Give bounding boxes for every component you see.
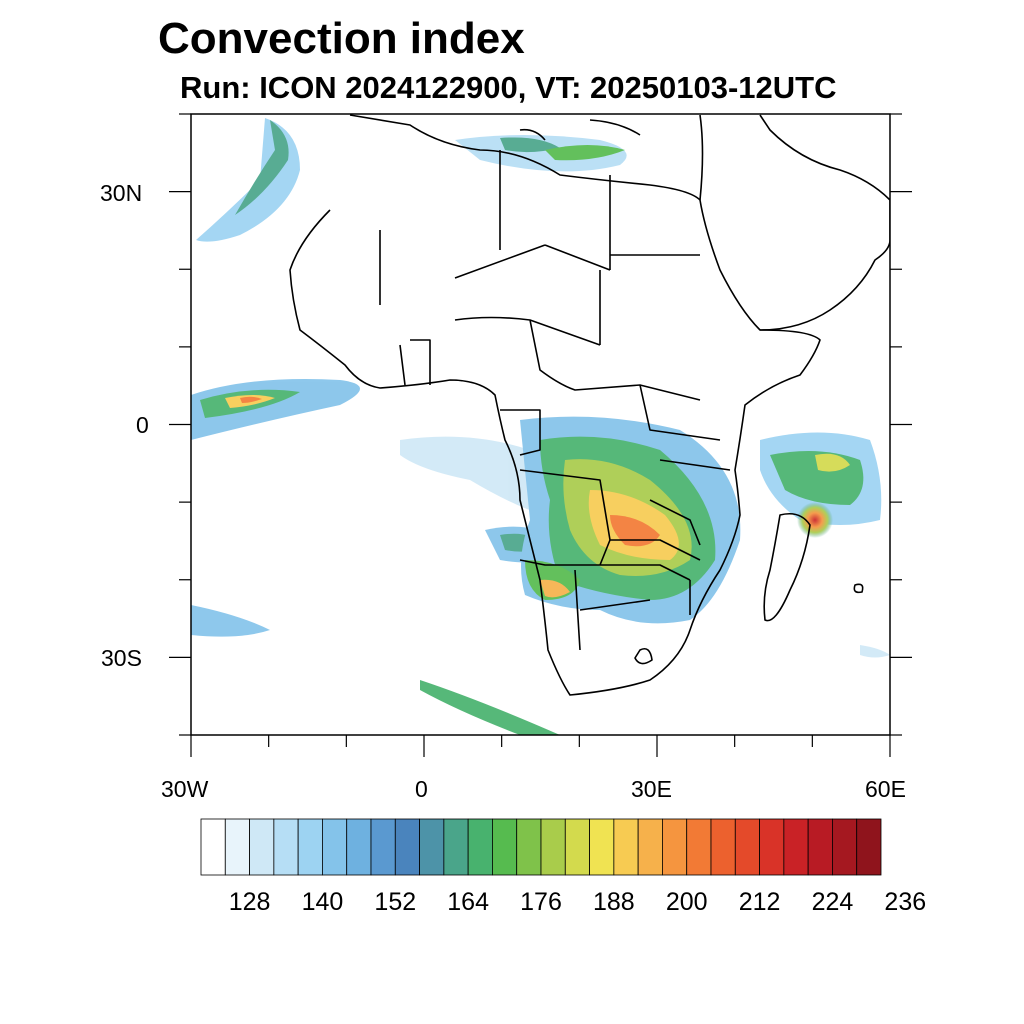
chart-subtitle: Run: ICON 2024122900, VT: 20250103-12UTC [180, 70, 837, 105]
colorbar-swatch [443, 818, 469, 876]
colorbar-tick-label: 140 [301, 888, 344, 916]
colorbar-tick-label: 236 [884, 888, 927, 916]
colorbar-swatch [370, 818, 396, 876]
colorbar-swatch [734, 818, 760, 876]
colorbar-swatch [273, 818, 299, 876]
colorbar-swatch [224, 818, 250, 876]
colorbar-swatch [540, 818, 566, 876]
colorbar-swatch [807, 818, 833, 876]
colorbar-tick-label: 164 [447, 888, 489, 916]
lon-label-30e: 30E [631, 776, 672, 802]
lat-label-30s: 30S [101, 645, 142, 671]
lon-label-60e: 60E [865, 776, 906, 802]
colorbar-swatch [200, 818, 226, 876]
convection-shading [191, 118, 890, 735]
colorbar-swatch [613, 818, 639, 876]
lat-label-0: 0 [136, 412, 149, 438]
colorbar-swatch [394, 818, 420, 876]
colorbar-tick-label: 128 [228, 888, 271, 916]
colorbar-swatch [297, 818, 323, 876]
colorbar-tick-label: 152 [374, 888, 417, 916]
colorbar-swatch [249, 818, 275, 876]
colorbar-swatch [637, 818, 663, 876]
lon-label-30w: 30W [161, 776, 209, 802]
colorbar-swatch [419, 818, 445, 876]
colorbar-swatch [710, 818, 736, 876]
coastlines-and-borders [289, 114, 890, 696]
colorbar-swatch [832, 818, 858, 876]
colorbar-tick-label: 224 [811, 888, 854, 916]
colorbar [200, 818, 882, 876]
axis-ticks [169, 113, 912, 757]
colorbar-swatch [589, 818, 615, 876]
colorbar-swatch [759, 818, 785, 876]
colorbar-swatch [856, 818, 882, 876]
chart-title: Convection index [158, 14, 525, 63]
colorbar-swatch [492, 818, 518, 876]
colorbar-swatch [564, 818, 590, 876]
colorbar-tick-label: 188 [592, 888, 635, 916]
colorbar-swatch [322, 818, 348, 876]
colorbar-swatch [516, 818, 542, 876]
colorbar-swatch [346, 818, 372, 876]
colorbar-swatch [467, 818, 493, 876]
lat-label-30n: 30N [100, 180, 143, 206]
colorbar-swatch [783, 818, 809, 876]
colorbar-tick-label: 200 [665, 888, 708, 916]
colorbar-swatch [686, 818, 712, 876]
colorbar-tick-label: 176 [520, 888, 562, 916]
colorbar-swatch [662, 818, 688, 876]
colorbar-tick-label: 212 [738, 888, 781, 916]
lon-label-0: 0 [415, 776, 428, 802]
